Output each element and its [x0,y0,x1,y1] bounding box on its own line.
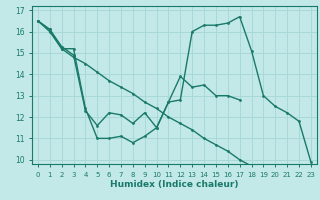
X-axis label: Humidex (Indice chaleur): Humidex (Indice chaleur) [110,180,239,189]
